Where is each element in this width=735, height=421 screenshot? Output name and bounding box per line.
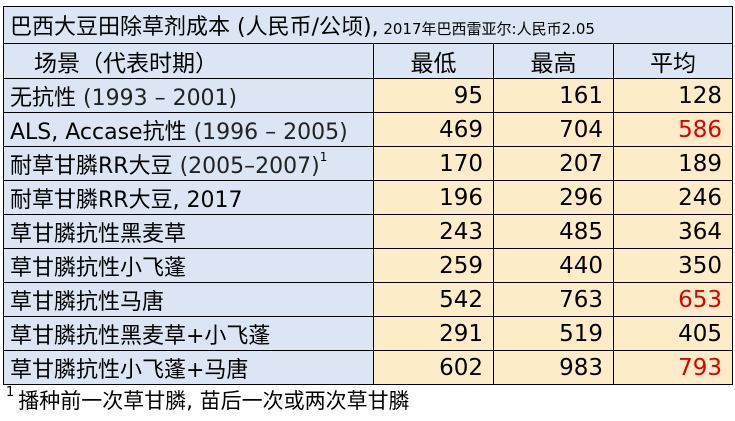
- table-title-exchange-note: 2017年巴西雷亚尔:人民币2.05: [378, 20, 595, 38]
- table-row: 草甘膦抗性小飞蓬+马唐 602 983 793: [3, 350, 734, 385]
- min-value: 469: [373, 112, 494, 147]
- table-row: 草甘膦抗性小飞蓬 259 440 350: [3, 248, 734, 283]
- min-value: 170: [373, 146, 494, 181]
- min-value: 243: [373, 214, 494, 249]
- table-row: ALS, Accase抗性 (1996 – 2005) 469 704 586: [3, 112, 734, 147]
- table-row: 草甘膦抗性马唐 542 763 653: [3, 282, 734, 317]
- avg-value: 246: [612, 180, 734, 215]
- scenario-label: 无抗性: [10, 85, 77, 111]
- scenario-label: 草甘膦抗性黑麦草: [10, 221, 187, 247]
- table-row: 耐草甘膦RR大豆 (2005–2007)1 170 207 189: [3, 146, 734, 181]
- table-title: 巴西大豆田除草剂成本 (人民币/公顷),: [10, 15, 379, 40]
- min-value: 259: [373, 248, 494, 283]
- footnote-text: 播种前一次草甘膦, 苗后一次或两次草甘膦: [18, 389, 410, 413]
- scenario-label: 草甘膦抗性小飞蓬+马唐: [10, 357, 249, 383]
- max-value: 161: [493, 78, 614, 113]
- table-title-row: 巴西大豆田除草剂成本 (人民币/公顷), 2017年巴西雷亚尔:人民币2.05: [2, 6, 734, 44]
- max-value: 763: [493, 282, 614, 317]
- scenario-label: 耐草甘膦RR大豆, 2017: [10, 187, 243, 213]
- header-min: 最低: [373, 43, 494, 79]
- scenario-label: 草甘膦抗性小飞蓬: [10, 255, 187, 281]
- header-avg: 平均: [612, 43, 734, 79]
- min-value: 291: [373, 316, 494, 351]
- footnote-marker: 1: [6, 385, 15, 400]
- max-value: 704: [493, 112, 614, 147]
- avg-value: 793: [612, 350, 734, 385]
- max-value: 519: [493, 316, 614, 351]
- scenario-label: 耐草甘膦RR大豆: [10, 153, 173, 179]
- table-row: 耐草甘膦RR大豆, 2017 196 296 246: [3, 180, 734, 215]
- table-row: 草甘膦抗性黑麦草 243 485 364: [3, 214, 734, 249]
- avg-value: 128: [612, 78, 734, 113]
- max-value: 983: [493, 350, 614, 385]
- avg-value: 189: [612, 146, 734, 181]
- scenario-cell: ALS, Accase抗性 (1996 – 2005): [3, 112, 374, 147]
- min-value: 196: [373, 180, 494, 215]
- scenario-cell: 耐草甘膦RR大豆, 2017: [3, 180, 374, 215]
- table-header-row: 场景（代表时期） 最低 最高 平均: [3, 43, 734, 79]
- scenario-cell: 草甘膦抗性马唐: [3, 282, 374, 317]
- scenario-label: 草甘膦抗性马唐: [10, 289, 165, 315]
- avg-value: 350: [612, 248, 734, 283]
- scenario-cell: 草甘膦抗性小飞蓬: [3, 248, 374, 283]
- min-value: 602: [373, 350, 494, 385]
- max-value: 440: [493, 248, 614, 283]
- scenario-period: (1996 – 2005): [186, 119, 348, 145]
- herbicide-cost-table: 巴西大豆田除草剂成本 (人民币/公顷), 2017年巴西雷亚尔:人民币2.05 …: [2, 6, 734, 385]
- table-row: 无抗性 (1993 – 2001) 95 161 128: [3, 78, 734, 113]
- footnote: 1 播种前一次草甘膦, 苗后一次或两次草甘膦: [6, 385, 410, 415]
- max-value: 485: [493, 214, 614, 249]
- min-value: 542: [373, 282, 494, 317]
- min-value: 95: [373, 78, 494, 113]
- scenario-cell: 草甘膦抗性黑麦草+小飞蓬: [3, 316, 374, 351]
- scenario-cell: 无抗性 (1993 – 2001): [3, 78, 374, 113]
- footnote-reference: 1: [319, 150, 328, 165]
- max-value: 296: [493, 180, 614, 215]
- scenario-cell: 草甘膦抗性小飞蓬+马唐: [3, 350, 374, 385]
- avg-value: 364: [612, 214, 734, 249]
- scenario-label: ALS, Accase抗性: [10, 119, 187, 145]
- avg-value: 653: [612, 282, 734, 317]
- scenario-cell: 耐草甘膦RR大豆 (2005–2007)1: [3, 146, 374, 181]
- header-scenario: 场景（代表时期）: [3, 43, 374, 79]
- max-value: 207: [493, 146, 614, 181]
- table-row: 草甘膦抗性黑麦草+小飞蓬 291 519 405: [3, 316, 734, 351]
- header-max: 最高: [493, 43, 614, 79]
- scenario-label: 草甘膦抗性黑麦草+小飞蓬: [10, 323, 271, 349]
- scenario-period: (2005–2007): [172, 153, 320, 179]
- avg-value: 586: [612, 112, 734, 147]
- avg-value: 405: [612, 316, 734, 351]
- table-title-cell: 巴西大豆田除草剂成本 (人民币/公顷), 2017年巴西雷亚尔:人民币2.05: [2, 6, 734, 44]
- scenario-cell: 草甘膦抗性黑麦草: [3, 214, 374, 249]
- scenario-period: (1993 – 2001): [76, 85, 238, 111]
